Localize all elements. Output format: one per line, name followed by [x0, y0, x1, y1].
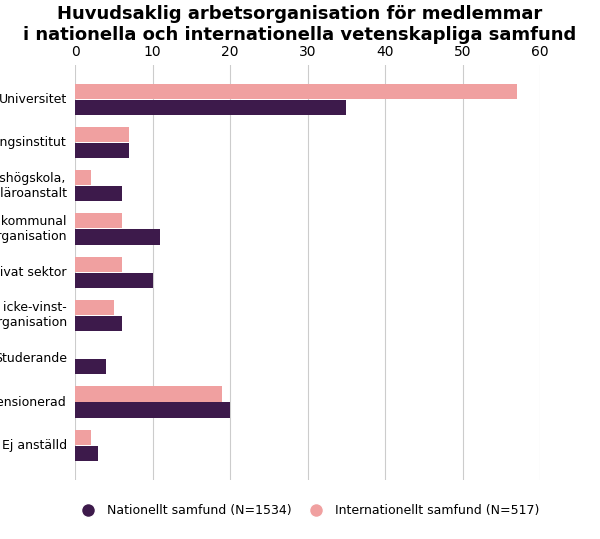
Text: Huvudsaklig arbetsorganisation för medlemmar
i nationella och internationella ve: Huvudsaklig arbetsorganisation för medle…: [23, 5, 577, 44]
Legend: Nationellt samfund (N=1534), Internationellt samfund (N=517): Nationellt samfund (N=1534), Internation…: [69, 497, 546, 523]
Bar: [75, 446, 98, 461]
Bar: [75, 316, 121, 331]
Bar: [75, 213, 121, 229]
Bar: [75, 273, 152, 288]
Bar: [75, 84, 517, 99]
Bar: [75, 100, 346, 115]
Bar: [75, 170, 91, 185]
Bar: [75, 359, 106, 374]
Bar: [75, 300, 114, 315]
Bar: [75, 230, 160, 245]
Bar: [75, 403, 230, 418]
Bar: [75, 186, 121, 201]
Bar: [75, 143, 129, 158]
Bar: [75, 386, 222, 402]
Bar: [75, 430, 91, 445]
Bar: [75, 127, 129, 142]
Bar: [75, 257, 121, 272]
